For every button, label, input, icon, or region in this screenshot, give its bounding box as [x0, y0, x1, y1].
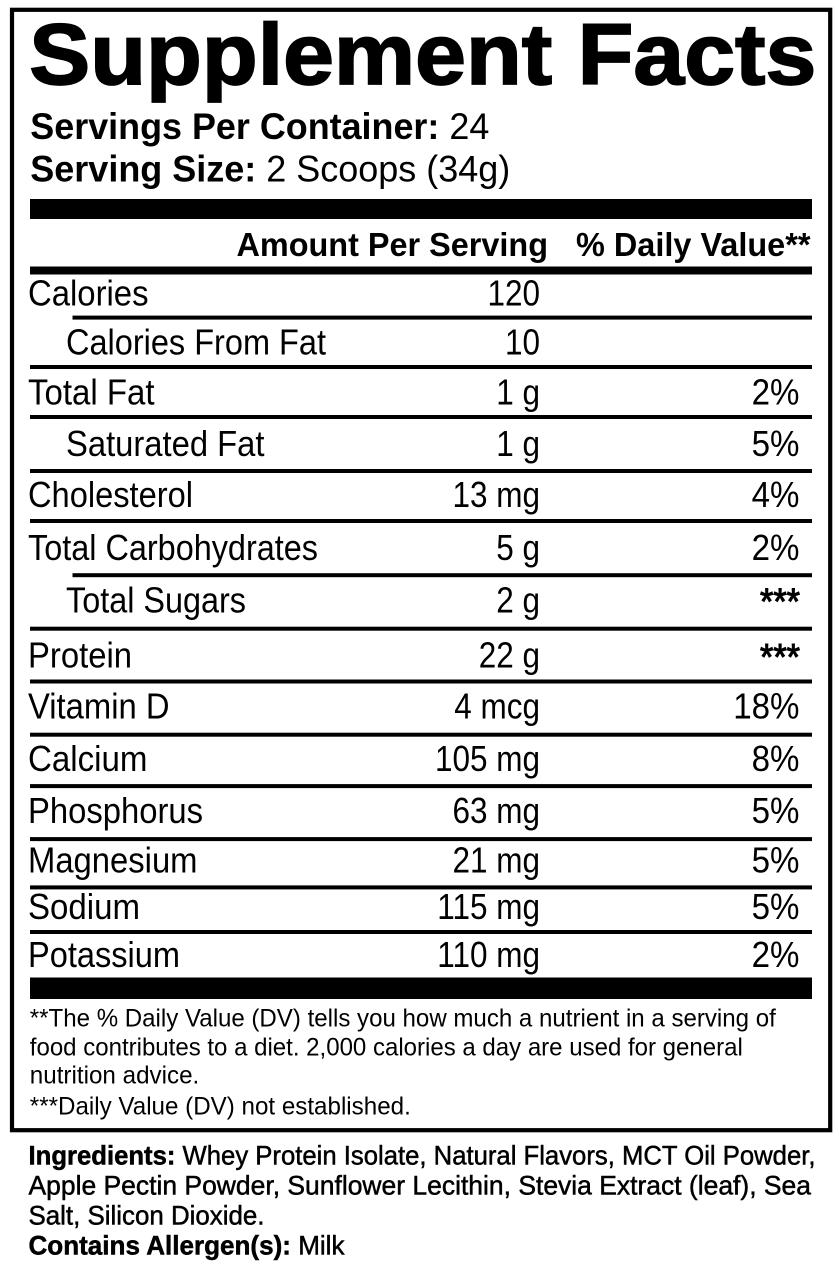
svg-text:5%: 5% [752, 841, 800, 881]
svg-text:5%: 5% [752, 888, 800, 928]
svg-text:5 g: 5 g [496, 528, 540, 568]
svg-text:Phosphorus: Phosphorus [28, 790, 203, 831]
svg-text:***: *** [760, 636, 800, 677]
svg-text:Cholesterol: Cholesterol [28, 474, 193, 515]
svg-text:22 g: 22 g [479, 635, 540, 675]
svg-text:Sodium: Sodium [28, 886, 140, 927]
svg-text:nutrition advice.: nutrition advice. [30, 1062, 200, 1090]
svg-text:food contributes to a diet. 2,: food contributes to a diet. 2,000 calori… [30, 1034, 743, 1062]
svg-text:5%: 5% [752, 425, 800, 465]
svg-text:Serving Size: 2 Scoops (34g): Serving Size: 2 Scoops (34g) [30, 148, 510, 189]
svg-text:10: 10 [505, 322, 540, 362]
svg-text:2 g: 2 g [496, 580, 540, 620]
svg-text:Amount Per Serving: Amount Per Serving [237, 226, 549, 263]
svg-text:110 mg: 110 mg [437, 935, 540, 975]
svg-text:Salt, Silicon Dioxide.: Salt, Silicon Dioxide. [29, 1200, 265, 1230]
svg-text:2%: 2% [752, 373, 800, 413]
svg-text:115 mg: 115 mg [437, 887, 540, 927]
svg-text:Calories: Calories [28, 273, 149, 314]
svg-text:120: 120 [487, 274, 540, 314]
svg-text:4%: 4% [752, 476, 800, 516]
svg-text:13 mg: 13 mg [452, 475, 540, 515]
svg-text:Servings Per Container: 24: Servings Per Container: 24 [30, 106, 489, 147]
svg-text:105 mg: 105 mg [435, 739, 540, 779]
svg-text:Magnesium: Magnesium [28, 839, 198, 880]
svg-text:4 mcg: 4 mcg [454, 687, 540, 727]
svg-text:8%: 8% [752, 740, 800, 780]
svg-text:Potassium: Potassium [28, 934, 180, 975]
svg-text:Protein: Protein [28, 634, 132, 675]
svg-text:Ingredients: Whey Protein Isol: Ingredients: Whey Protein Isolate, Natur… [29, 1140, 816, 1170]
svg-text:Vitamin D: Vitamin D [28, 686, 170, 727]
svg-text:Total Fat: Total Fat [28, 372, 155, 413]
svg-text:Saturated Fat: Saturated Fat [66, 423, 265, 464]
svg-text:% Daily Value**: % Daily Value** [576, 226, 811, 263]
svg-text:***: *** [760, 581, 800, 622]
svg-text:Calories From Fat: Calories From Fat [66, 321, 326, 362]
svg-text:18%: 18% [733, 687, 799, 727]
svg-text:***Daily Value (DV) not establ: ***Daily Value (DV) not established. [30, 1092, 411, 1120]
svg-text:Total Sugars: Total Sugars [66, 579, 246, 620]
svg-text:Total Carbohydrates: Total Carbohydrates [28, 527, 318, 568]
svg-text:2%: 2% [752, 529, 800, 569]
svg-text:1 g: 1 g [496, 373, 540, 413]
svg-text:2%: 2% [752, 936, 800, 976]
svg-text:Supplement Facts: Supplement Facts [29, 7, 816, 103]
svg-text:21 mg: 21 mg [452, 840, 540, 880]
svg-text:Apple Pectin Powder, Sunflower: Apple Pectin Powder, Sunflower Lecithin,… [29, 1170, 812, 1200]
svg-text:63 mg: 63 mg [452, 791, 540, 831]
svg-text:**The % Daily Value (DV) tells: **The % Daily Value (DV) tells you how m… [30, 1005, 776, 1033]
svg-text:1 g: 1 g [496, 424, 540, 464]
svg-text:Calcium: Calcium [28, 738, 148, 779]
svg-text:5%: 5% [752, 792, 800, 832]
svg-text:Contains Allergen(s): Milk: Contains Allergen(s): Milk [29, 1230, 345, 1260]
